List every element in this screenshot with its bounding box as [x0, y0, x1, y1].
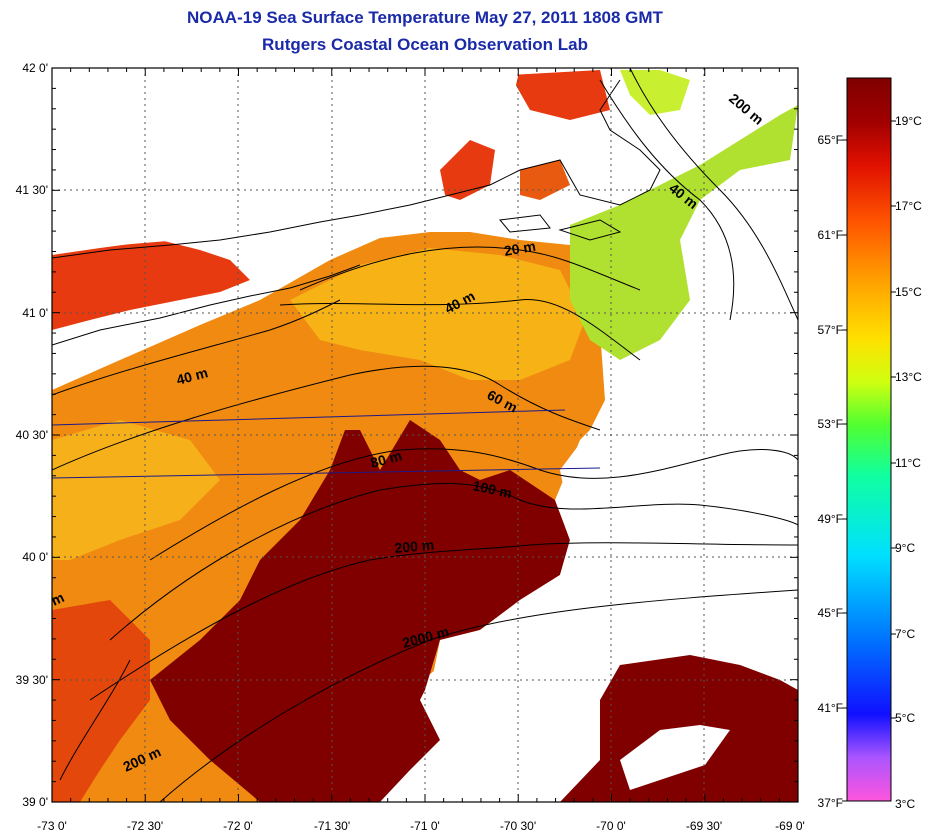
isobath-shallow-sw — [59, 659, 131, 781]
fahrenheit-label: 41°F — [818, 701, 843, 715]
isobath-label: 200 m — [394, 537, 435, 556]
long-island-coast — [52, 264, 361, 346]
reference-lines — [52, 409, 601, 479]
map-title: NOAA-19 Sea Surface Temperature May 27, … — [187, 8, 663, 27]
lat-label: 41 30' — [16, 183, 48, 197]
map-subtitle: Rutgers Coastal Ocean Observation Lab — [262, 35, 588, 54]
land-south-of-cape — [52, 68, 520, 252]
lat-label: 40 30' — [16, 428, 48, 442]
celsius-label: 15°C — [895, 285, 922, 299]
isobath-label: 80 m — [369, 447, 404, 471]
lat-label: 42 0' — [22, 61, 48, 75]
lat-label: 39 30' — [16, 673, 48, 687]
latitude-labels: 42 0' 41 30' 41 0' 40 30' 40 0' 39 30' 3… — [16, 61, 48, 809]
connecticut-coast — [52, 169, 521, 259]
fahrenheit-label: 37°F — [818, 796, 843, 810]
lat-label: 41 0' — [22, 306, 48, 320]
lon-label: -71 30' — [314, 819, 350, 833]
axis-ticks — [51, 67, 799, 803]
lon-label: -72 30' — [127, 819, 163, 833]
fahrenheit-label: 65°F — [818, 133, 843, 147]
lon-label: -69 0' — [775, 819, 805, 833]
celsius-label: 13°C — [895, 370, 922, 384]
nantucket-coast — [558, 219, 622, 241]
track-line-south — [52, 467, 601, 479]
lon-label: -70 30' — [500, 819, 536, 833]
lat-label: 40 0' — [22, 550, 48, 564]
isobath-100m — [109, 482, 798, 641]
bay-warm-patch — [440, 140, 495, 200]
colorbar-ticks — [842, 120, 896, 802]
colorbar-celsius-labels: 19°C 17°C 15°C 13°C 11°C 9°C 7°C 5°C 3°C — [895, 114, 922, 811]
mid-shelf-yellow-patch — [290, 248, 585, 380]
lon-label: -73 0' — [37, 819, 67, 833]
boston-harbor-patch — [510, 70, 610, 120]
fahrenheit-label: 45°F — [818, 606, 843, 620]
isobath-20m — [299, 246, 641, 291]
sst-field — [52, 68, 798, 802]
no-data-bay — [620, 725, 730, 790]
lon-label: -71 0' — [410, 819, 440, 833]
graticule — [52, 68, 798, 802]
no-data-cloud-east — [430, 375, 798, 700]
cape-cod-coast — [519, 79, 661, 206]
isobath-80m — [149, 448, 798, 561]
celsius-label: 5°C — [895, 711, 915, 725]
isobath-40m-gulf — [599, 79, 735, 321]
celsius-label: 17°C — [895, 199, 922, 213]
isobath-60m — [52, 365, 601, 471]
cape-cod-bay-cool-patch — [620, 70, 690, 115]
lat-label: 39 0' — [22, 795, 48, 809]
fahrenheit-label: 57°F — [818, 323, 843, 337]
lon-label: -72 0' — [223, 819, 253, 833]
longitude-labels: -73 0' -72 30' -72 0' -71 30' -71 0' -70… — [37, 819, 805, 833]
track-line-north — [52, 409, 566, 426]
coastal-red-band — [52, 600, 150, 802]
colorbar — [846, 77, 892, 802]
lon-label: -70 0' — [596, 819, 626, 833]
isobath-contours — [52, 68, 798, 802]
celsius-label: 9°C — [895, 541, 915, 555]
cool-water-region — [570, 105, 798, 360]
mid-shelf-yellow-patch-2 — [52, 420, 220, 560]
isobath-label: 40 m — [175, 364, 210, 388]
celsius-label: 3°C — [895, 797, 915, 811]
long-island-sound-patch — [52, 240, 250, 330]
celsius-label: 11°C — [895, 456, 921, 470]
isobath-label: 20 m — [503, 238, 537, 259]
marthas-vineyard-coast — [499, 214, 551, 233]
slope-water-region — [150, 420, 570, 802]
isobath-2000m — [159, 589, 798, 802]
fahrenheit-label: 61°F — [818, 228, 843, 242]
isobath-label: m — [49, 589, 67, 609]
celsius-label: 19°C — [895, 114, 922, 128]
lon-label: -69 30' — [686, 819, 722, 833]
isobath-40m-north — [279, 299, 641, 361]
isobath-40m-west — [52, 299, 341, 396]
fahrenheit-label: 53°F — [818, 417, 843, 431]
colorbar-fahrenheit-labels: 65°F 61°F 57°F 53°F 49°F 45°F 41°F 37°F — [818, 133, 843, 810]
fahrenheit-label: 49°F — [818, 512, 843, 526]
coastline — [52, 79, 661, 346]
celsius-label: 7°C — [895, 627, 915, 641]
isobath-200m — [89, 542, 798, 701]
